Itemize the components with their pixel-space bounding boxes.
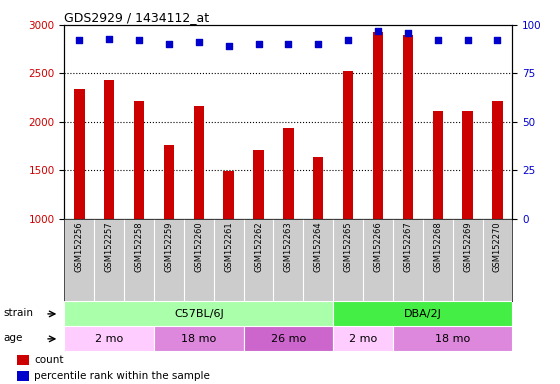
Bar	[463, 111, 473, 219]
Bar	[393, 326, 512, 351]
Bar	[343, 71, 353, 219]
Point	[134, 37, 143, 43]
Bar	[403, 35, 413, 219]
Text: GSM152267: GSM152267	[403, 221, 412, 272]
Point	[463, 37, 472, 43]
Point	[194, 39, 203, 45]
Bar	[64, 326, 154, 351]
Bar	[17, 371, 29, 381]
Text: GSM152261: GSM152261	[224, 221, 233, 272]
Bar	[134, 101, 144, 219]
Point	[284, 41, 293, 47]
Text: 2 mo: 2 mo	[95, 334, 123, 344]
Text: DBA/2J: DBA/2J	[404, 309, 442, 319]
Point	[165, 41, 174, 47]
Point	[403, 30, 412, 36]
Text: 2 mo: 2 mo	[349, 334, 377, 344]
Bar	[313, 157, 324, 219]
Text: GSM152268: GSM152268	[433, 221, 442, 272]
Bar	[492, 101, 503, 219]
Text: GDS2929 / 1434112_at: GDS2929 / 1434112_at	[64, 11, 209, 24]
Bar	[194, 106, 204, 219]
Point	[493, 37, 502, 43]
Text: GSM152262: GSM152262	[254, 221, 263, 272]
Bar	[64, 301, 333, 326]
Bar	[283, 128, 293, 219]
Point	[344, 37, 353, 43]
Text: GSM152265: GSM152265	[344, 221, 353, 272]
Text: C57BL/6J: C57BL/6J	[174, 309, 223, 319]
Text: strain: strain	[3, 308, 33, 318]
Text: GSM152256: GSM152256	[75, 221, 84, 272]
Point	[105, 35, 114, 41]
Text: percentile rank within the sample: percentile rank within the sample	[34, 371, 211, 381]
Bar	[333, 301, 512, 326]
Point	[433, 37, 442, 43]
Text: GSM152257: GSM152257	[105, 221, 114, 272]
Text: GSM152264: GSM152264	[314, 221, 323, 272]
Bar	[253, 150, 264, 219]
Text: GSM152270: GSM152270	[493, 221, 502, 272]
Point	[314, 41, 323, 47]
Text: 18 mo: 18 mo	[435, 334, 470, 344]
Text: GSM152259: GSM152259	[165, 221, 174, 272]
Bar	[223, 171, 234, 219]
Bar	[164, 145, 174, 219]
Text: GSM152263: GSM152263	[284, 221, 293, 272]
Text: count: count	[34, 355, 64, 365]
Point	[374, 28, 382, 34]
Bar	[244, 326, 333, 351]
Text: 18 mo: 18 mo	[181, 334, 216, 344]
Bar	[154, 326, 244, 351]
Text: GSM152258: GSM152258	[134, 221, 143, 272]
Text: GSM152266: GSM152266	[374, 221, 382, 272]
Text: 26 mo: 26 mo	[271, 334, 306, 344]
Bar	[373, 32, 383, 219]
Bar	[17, 355, 29, 365]
Text: age: age	[3, 333, 22, 343]
Point	[224, 43, 233, 50]
Bar	[104, 80, 114, 219]
Bar	[333, 326, 393, 351]
Point	[254, 41, 263, 47]
Text: GSM152260: GSM152260	[194, 221, 203, 272]
Text: GSM152269: GSM152269	[463, 221, 472, 272]
Point	[75, 37, 84, 43]
Bar	[74, 89, 85, 219]
Bar	[432, 111, 443, 219]
